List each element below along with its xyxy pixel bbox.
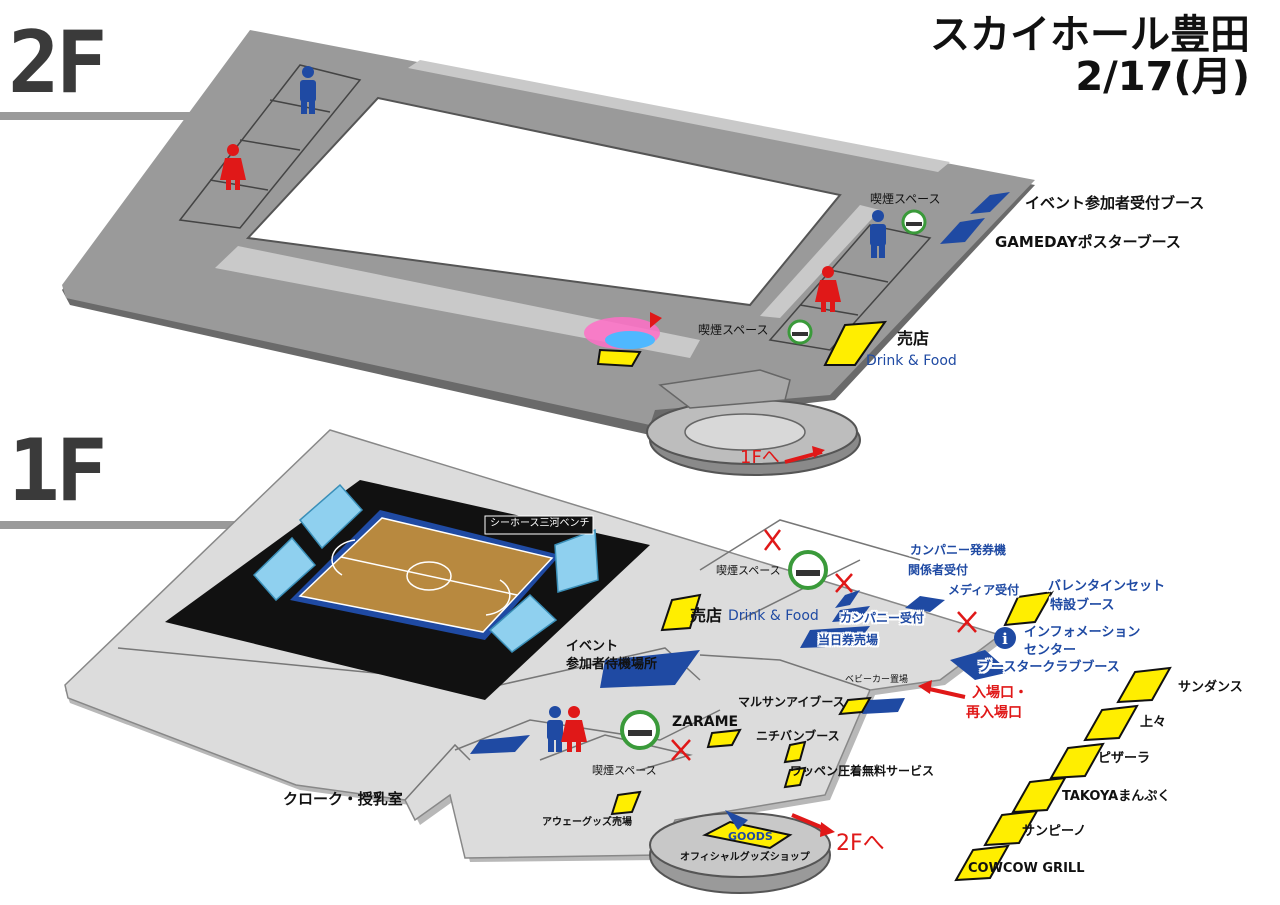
smoking-icon: [620, 710, 660, 750]
event-waiting-area-label: イベント: [566, 639, 619, 654]
booster-club-booth-label: ブースタークラブブース: [978, 660, 1120, 675]
info-icon: i: [994, 627, 1016, 649]
floor-1f-rule: [0, 521, 240, 529]
to-2f-label: 2Fへ: [836, 831, 885, 856]
information-center-label: センター: [1024, 643, 1077, 658]
to-1f-label: 1Fへ: [740, 447, 780, 468]
entrance-label: 入場口・: [972, 685, 1028, 701]
company-ticket-label: カンパニー発券機: [910, 543, 1007, 557]
floor-1f-plan: [64, 429, 1054, 894]
smoking-icon: [788, 550, 828, 590]
valentine-booth-label: バレンタインセット: [1048, 579, 1166, 594]
female-toilet-icon: [561, 706, 587, 752]
food-stall-label: サンダンス: [1178, 680, 1243, 695]
goods-label: GOODS: [728, 830, 773, 843]
away-goods-label: アウェーグッズ売場: [542, 817, 632, 828]
smoking-icon: [901, 209, 927, 235]
shop-sub-label: Drink & Food: [728, 608, 819, 624]
food-stall-label: TAKOYAまんぷく: [1062, 789, 1171, 804]
mascot-logo-icon: [584, 312, 662, 349]
gameday-poster-booth-label: GAMEDAYポスターブース: [995, 233, 1181, 251]
information-center-label: インフォメーション: [1024, 625, 1141, 640]
marusan-booth-label: マルサンアイブース: [738, 695, 845, 709]
shop-sub-label: Drink & Food: [866, 353, 957, 369]
zarame-label: ZARAME: [672, 714, 739, 730]
page-title: スカイホール豊田 2/17(月): [930, 14, 1250, 98]
female-toilet-icon: [815, 266, 841, 312]
male-toilet-icon: [547, 706, 563, 752]
food-stall-boxes: [954, 666, 1172, 882]
smoking-area-label: 喫煙スペース: [592, 764, 657, 777]
company-reception-label: カンパニー受付: [840, 611, 925, 625]
shop-label: 売店: [897, 329, 930, 348]
floor-label-2f: 2F: [8, 13, 108, 113]
food-stall-label: サンピーノ: [1022, 824, 1087, 839]
nichiban-booth-label: ニチバンブース: [756, 729, 840, 743]
food-stall-label: COWCOW GRILL: [968, 861, 1085, 876]
svg-text:i: i: [1002, 630, 1008, 648]
staff-reception-label: 関係者受付: [908, 563, 969, 577]
event-waiting-area-label: 参加者待機場所: [566, 657, 658, 672]
entrance-label: 再入場口: [966, 705, 1022, 721]
male-toilet-icon: [300, 66, 316, 114]
stroller-parking-label: ベビーカー置場: [845, 675, 909, 685]
cloak-room-label: クローク・授乳室: [283, 790, 403, 808]
event-reception-booth-label: イベント参加者受付ブース: [1025, 194, 1205, 212]
floor-label-1f: 1F: [8, 421, 108, 521]
smoking-area-label: 喫煙スペース: [870, 192, 941, 206]
wappen-service-label: ワッペン圧着無料サービス: [790, 764, 935, 778]
food-stall-label: ピザーラ: [1098, 751, 1151, 766]
food-stall-label: 上々: [1140, 715, 1167, 730]
smoking-area-label: 喫煙スペース: [716, 564, 781, 577]
floor-2f-rule: [0, 112, 240, 120]
bench-label: シーホース三河ベンチ: [490, 518, 590, 529]
floor-2f-plan: [62, 30, 1035, 476]
media-reception-label: メディア受付: [948, 583, 1020, 597]
same-day-ticket-label: 当日券売場: [818, 633, 879, 647]
venue-name: スカイホール豊田: [930, 12, 1250, 58]
female-toilet-icon: [220, 144, 246, 190]
smoking-area-label: 喫煙スペース: [698, 323, 769, 337]
shop-label: 売店: [690, 606, 723, 625]
male-toilet-icon: [870, 210, 886, 258]
valentine-booth-label: 特設ブース: [1050, 598, 1115, 613]
event-date: 2/17(月): [1075, 54, 1250, 100]
smoking-icon: [787, 319, 813, 345]
official-goods-shop-label: オフィシャルグッズショップ: [680, 852, 810, 863]
